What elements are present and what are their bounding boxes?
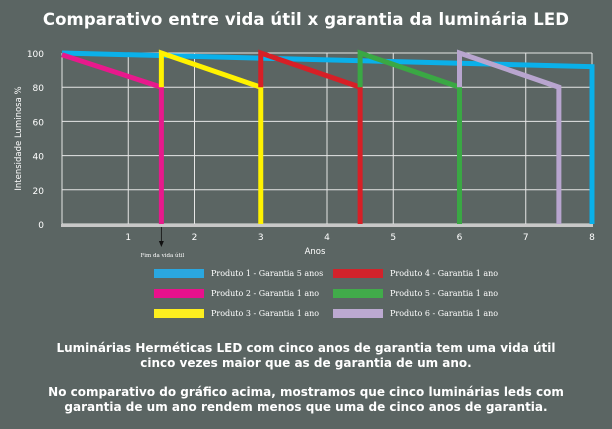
legend-item-produto-2: Produto 2 - Garantia 1 ano	[154, 286, 319, 300]
legend-item-produto-1: Produto 1 - Garantia 5 anos	[154, 266, 323, 280]
x-tick-label: 5	[390, 233, 396, 243]
y-tick-label: 80	[33, 84, 45, 94]
x-axis-title: Anos	[305, 247, 326, 257]
chart-title: Comparativo entre vida útil x garantia d…	[42, 10, 570, 29]
end-of-life-annotation: Fim da vida útil	[140, 227, 184, 259]
y-axis-title: Intensidade Luminosa %	[14, 86, 24, 190]
footer-paragraph-1: Luminárias Herméticas LED com cinco anos…	[56, 341, 556, 370]
legend-swatch	[333, 268, 383, 278]
legend: Produto 1 - Garantia 5 anos Produto 2 - …	[154, 266, 514, 326]
line-chart: 0 20 40 60 80 100 1 2 3 4 5 6 7 8 Anos Intensidade Lumi…	[14, 49, 595, 259]
legend-swatch	[333, 308, 383, 318]
legend-item-produto-4: Produto 4 - Garantia 1 ano	[333, 266, 498, 280]
x-tick-label: 2	[192, 233, 198, 243]
x-tick-label: 4	[324, 233, 330, 243]
y-tick-label: 20	[33, 187, 45, 197]
y-tick-label: 0	[38, 221, 44, 231]
series-line-produto-5	[357, 49, 462, 224]
legend-swatch	[333, 288, 383, 298]
series-line-produto-3	[158, 49, 264, 224]
y-tick-label: 60	[33, 118, 45, 128]
x-tick-label: 7	[523, 233, 529, 243]
legend-item-produto-3: Produto 3 - Garantia 1 ano	[154, 306, 319, 320]
y-tick-label: 100	[27, 50, 44, 60]
series-line-produto-4	[258, 49, 363, 224]
series-line-produto-1	[61, 50, 595, 224]
annotation-label: Fim da vida útil	[140, 252, 184, 259]
footer-text: Luminárias Herméticas LED com cinco anos…	[0, 341, 612, 429]
legend-swatch	[154, 288, 204, 298]
x-tick-label: 8	[589, 233, 595, 243]
series-lines	[61, 49, 595, 224]
y-tick-label: 40	[33, 153, 45, 163]
legend-swatch	[154, 308, 204, 318]
footer-paragraph-2: No comparativo do gráfico acima, mostram…	[48, 385, 564, 414]
x-tick-label: 1	[125, 233, 131, 243]
x-tick-label: 3	[258, 233, 264, 243]
legend-swatch	[154, 268, 204, 278]
x-tick-label: 6	[457, 233, 463, 243]
axes: 0 20 40 60 80 100 1 2 3 4 5 6 7 8 Anos Intensidade Lumi…	[14, 50, 595, 257]
legend-item-produto-6: Produto 6 - Garantia 1 ano	[333, 306, 498, 320]
series-line-produto-2	[61, 52, 164, 224]
series-line-produto-6	[457, 49, 562, 224]
legend-item-produto-5: Produto 5 - Garantia 1 ano	[333, 286, 498, 300]
